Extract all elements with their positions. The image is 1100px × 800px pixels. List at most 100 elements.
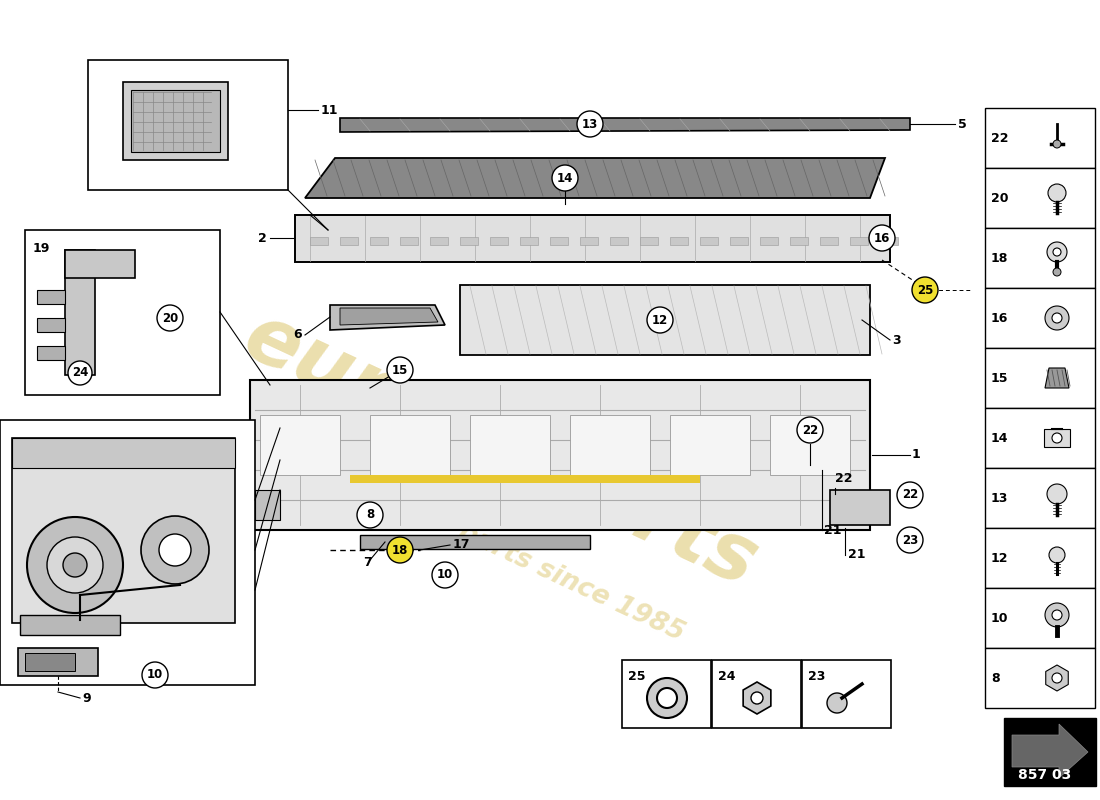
Circle shape: [1045, 306, 1069, 330]
Bar: [88, 60, 288, 190]
Bar: [820, 237, 838, 245]
Bar: [131, 90, 220, 152]
Circle shape: [896, 482, 923, 508]
Polygon shape: [340, 308, 438, 325]
Text: 19: 19: [33, 242, 51, 255]
Bar: [25, 230, 220, 395]
Bar: [984, 588, 1094, 648]
Text: 20: 20: [162, 311, 178, 325]
Polygon shape: [295, 215, 890, 262]
Text: 16: 16: [873, 231, 890, 245]
Circle shape: [358, 502, 383, 528]
Circle shape: [387, 537, 412, 563]
Polygon shape: [460, 285, 870, 355]
Bar: [65, 250, 95, 375]
Circle shape: [1052, 313, 1062, 323]
Polygon shape: [340, 118, 910, 132]
Text: 12: 12: [652, 314, 668, 326]
Bar: [18, 648, 98, 676]
Text: 8: 8: [991, 671, 1000, 685]
Bar: [984, 228, 1094, 288]
Bar: [350, 475, 700, 483]
Bar: [360, 535, 590, 549]
Polygon shape: [744, 682, 771, 714]
Circle shape: [1052, 673, 1062, 683]
Bar: [984, 108, 1094, 168]
Circle shape: [1053, 248, 1062, 256]
Text: europeparts: europeparts: [231, 297, 769, 603]
Circle shape: [647, 678, 688, 718]
Text: 7: 7: [363, 557, 372, 570]
Text: 6: 6: [294, 329, 302, 342]
Text: 17: 17: [453, 538, 471, 551]
Bar: [20, 615, 120, 635]
Bar: [370, 237, 388, 245]
Polygon shape: [250, 380, 870, 530]
Circle shape: [160, 534, 191, 566]
Bar: [712, 660, 801, 728]
Text: 15: 15: [392, 363, 408, 377]
Circle shape: [1045, 603, 1069, 627]
Text: 16: 16: [991, 311, 1009, 325]
Bar: [984, 648, 1094, 708]
Bar: [984, 168, 1094, 228]
Text: 1: 1: [912, 449, 921, 462]
Bar: [880, 237, 898, 245]
Bar: [0, 420, 255, 685]
Circle shape: [68, 361, 92, 385]
Bar: [12, 438, 235, 623]
Bar: [65, 250, 135, 278]
Circle shape: [1048, 184, 1066, 202]
Bar: [460, 237, 478, 245]
Bar: [340, 237, 358, 245]
Circle shape: [1049, 547, 1065, 563]
Circle shape: [432, 562, 458, 588]
Bar: [550, 237, 568, 245]
Circle shape: [1053, 268, 1062, 276]
Text: 18: 18: [392, 543, 408, 557]
Bar: [310, 237, 328, 245]
Bar: [490, 237, 508, 245]
Text: 21: 21: [848, 549, 866, 562]
Bar: [670, 415, 750, 475]
Text: 13: 13: [991, 491, 1009, 505]
Circle shape: [751, 692, 763, 704]
Bar: [430, 237, 448, 245]
Circle shape: [1047, 484, 1067, 504]
Circle shape: [912, 277, 938, 303]
Text: a passion for parts since 1985: a passion for parts since 1985: [272, 434, 689, 646]
Polygon shape: [305, 158, 886, 198]
Circle shape: [1052, 610, 1062, 620]
Bar: [840, 490, 865, 520]
Bar: [984, 528, 1094, 588]
Circle shape: [869, 225, 895, 251]
Bar: [37, 318, 65, 332]
Text: 857 03: 857 03: [1019, 768, 1071, 782]
Text: 10: 10: [991, 611, 1009, 625]
Text: 11: 11: [321, 103, 339, 117]
Text: 23: 23: [808, 670, 825, 683]
Circle shape: [1053, 140, 1062, 148]
Polygon shape: [1012, 724, 1088, 778]
Bar: [621, 660, 711, 728]
Text: 18: 18: [991, 251, 1009, 265]
Bar: [700, 237, 718, 245]
Circle shape: [1052, 433, 1062, 443]
Text: 25: 25: [628, 670, 646, 683]
Circle shape: [1047, 242, 1067, 262]
Text: 10: 10: [437, 569, 453, 582]
Bar: [1004, 718, 1096, 786]
Text: 8: 8: [366, 509, 374, 522]
Bar: [984, 468, 1094, 528]
Text: 14: 14: [557, 171, 573, 185]
Polygon shape: [1045, 368, 1069, 388]
Bar: [984, 408, 1094, 468]
Text: 25: 25: [916, 283, 933, 297]
Polygon shape: [330, 305, 446, 330]
Bar: [37, 346, 65, 360]
Bar: [37, 290, 65, 304]
Text: 24: 24: [72, 366, 88, 379]
Bar: [255, 490, 280, 520]
Bar: [123, 82, 228, 160]
Circle shape: [142, 662, 168, 688]
